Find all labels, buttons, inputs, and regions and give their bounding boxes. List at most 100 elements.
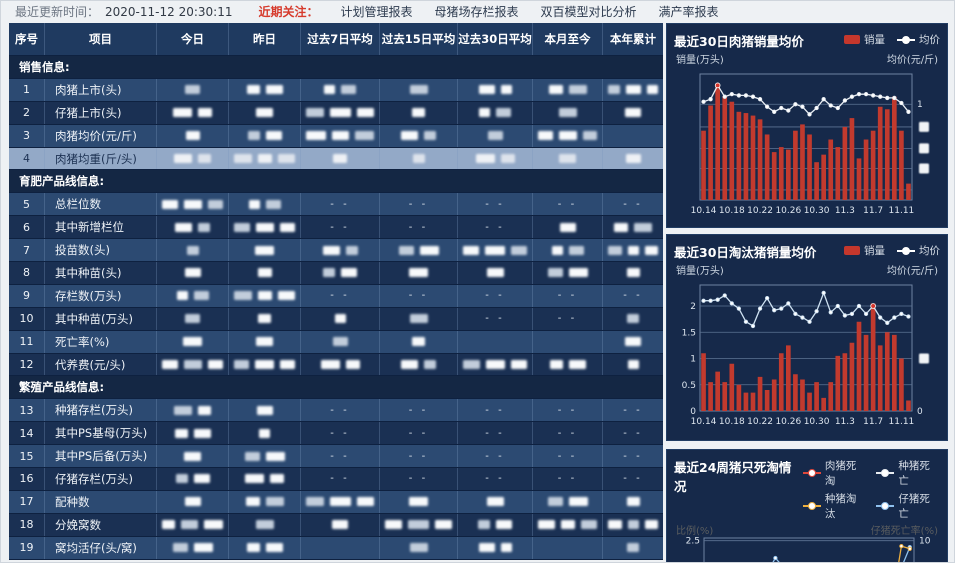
row-value: - - [301, 216, 380, 239]
row-value: - - [380, 445, 458, 468]
legend-item[interactable]: 肉猪死淘 [802, 458, 867, 488]
row-value [301, 101, 380, 124]
table-row[interactable]: 6 其中新增栏位 - -- -- - [9, 216, 663, 240]
row-value [157, 513, 229, 536]
table-row[interactable]: 13 种猪存栏(万头) - -- -- -- -- - [9, 399, 663, 423]
row-value: - - [533, 284, 603, 307]
y-axis-label-left: 销量(万头) [676, 266, 724, 277]
row-value [603, 331, 663, 353]
table-row[interactable]: 9 存栏数(万头) - -- -- -- -- - [9, 284, 663, 308]
row-value [603, 239, 663, 261]
legend-item[interactable]: 销量 [844, 32, 885, 47]
section-header-row: 育肥产品线信息: [9, 170, 663, 194]
row-value [157, 490, 229, 513]
svg-text:10.14: 10.14 [691, 206, 717, 216]
row-value: - - [301, 422, 380, 445]
table-row[interactable]: 18 分娩窝数 [9, 513, 663, 537]
row-value: - - [380, 399, 458, 422]
row-number: 2 [9, 101, 45, 124]
table-row[interactable]: 10 其中种苗(万头) - -- - [9, 307, 663, 331]
table-header-row: 序号 项目 今日 昨日 过去7日平均 过去15日平均 过去30日平均 本月至今 本年累计 [9, 23, 663, 56]
row-value [380, 536, 458, 559]
row-value [533, 101, 603, 124]
row-value [301, 330, 380, 353]
table-row[interactable]: 17 配种数 [9, 490, 663, 514]
col-header: 序号 [9, 23, 45, 55]
table-row[interactable]: 5 总栏位数 - -- -- -- -- - [9, 193, 663, 217]
svg-text:2.5: 2.5 [686, 537, 700, 547]
row-value [301, 513, 380, 536]
row-value [229, 353, 301, 376]
report-table: 序号 项目 今日 昨日 过去7日平均 过去15日平均 过去30日平均 本月至今 本年累计 销售信… [9, 23, 663, 560]
row-value [229, 216, 301, 239]
svg-text:10: 10 [919, 537, 931, 547]
table-row[interactable]: 16 仔猪存栏(万头) - -- -- -- -- - [9, 468, 663, 491]
row-value [603, 354, 663, 376]
col-header: 过去15日平均 [380, 23, 458, 55]
table-row[interactable]: 3 肉猪均价(元/斤) [9, 124, 663, 148]
row-value [533, 490, 603, 513]
table-row[interactable]: 8 其中种苗(头) [9, 262, 663, 285]
legend-item[interactable]: 销量 [844, 243, 885, 258]
row-value: - - [623, 404, 643, 416]
row-value [380, 513, 458, 536]
row-value [533, 262, 603, 284]
legend-item[interactable]: 种猪死亡 [876, 458, 940, 488]
focus-link[interactable]: 计划管理报表 [340, 5, 413, 19]
table-row[interactable]: 7 投苗数(头) [9, 239, 663, 263]
row-label: 其中种苗(万头) [45, 307, 157, 330]
svg-text:10.30: 10.30 [804, 206, 830, 216]
legend-item[interactable]: 仔猪死亡 [876, 491, 940, 521]
legend-item[interactable]: 种猪淘汰 [802, 491, 867, 521]
row-value [229, 239, 301, 262]
row-value [533, 330, 603, 353]
legend-item[interactable]: 均价 [897, 32, 940, 47]
row-value [157, 445, 229, 468]
row-value [380, 330, 458, 353]
row-value [229, 124, 301, 147]
row-label: 投苗数(头) [45, 239, 157, 262]
row-value: - - [301, 284, 380, 307]
row-number: 16 [9, 468, 45, 490]
row-value: - - [458, 284, 533, 307]
row-number: 9 [9, 284, 45, 307]
row-value [603, 308, 663, 330]
table-row[interactable]: 14 其中PS基母(万头) - -- -- -- -- - [9, 422, 663, 446]
row-value [301, 147, 380, 170]
row-value [301, 490, 380, 513]
table-row[interactable]: 19 窝均活仔(头/窝) [9, 536, 663, 560]
row-value: - - [380, 284, 458, 307]
legend-dot-swatch [876, 469, 895, 477]
table-row[interactable]: 12 代养费(元/头) [9, 353, 663, 377]
mortality-chart[interactable]: 2.510281.56 [674, 534, 940, 563]
focus-link[interactable]: 母猪场存栏报表 [434, 5, 519, 19]
row-value [380, 78, 458, 101]
table-row[interactable]: 11 死亡率(%) [9, 330, 663, 354]
table-row[interactable]: 15 其中PS后备(万头) - -- -- -- -- - [9, 445, 663, 469]
col-header: 昨日 [229, 23, 301, 55]
row-value: - - [458, 193, 533, 216]
row-label: 肉猪均重(斤/头) [45, 147, 157, 170]
focus-link[interactable]: 满产率报表 [658, 5, 719, 19]
table-row[interactable]: 2 仔猪上市(头) [9, 101, 663, 125]
svg-text:11.3: 11.3 [835, 206, 855, 216]
cull-sales-chart[interactable]: 21.510.50 010.14 10.18 10.22 10.26 10.30 11.3 1… [674, 277, 940, 429]
y-axis-label-right: 仔猪死亡率(%) [870, 526, 938, 537]
legend-dot-swatch [897, 35, 915, 44]
row-value [229, 330, 301, 353]
row-value [229, 307, 301, 330]
row-value [533, 216, 603, 239]
table-row[interactable]: 4 肉猪均重(斤/头) [9, 147, 663, 171]
table-row[interactable]: 1 肉猪上市(头) [9, 78, 663, 102]
focus-link[interactable]: 双百模型对比分析 [540, 5, 637, 19]
row-value [157, 216, 229, 239]
chart-legend: 肉猪死淘 种猪死亡 种猪淘汰 仔猪死亡 [802, 455, 940, 521]
legend-dot-swatch [897, 246, 915, 255]
y-axis-label-right: 均价(元/斤) [886, 55, 938, 66]
legend-item[interactable]: 均价 [897, 243, 940, 258]
row-number: 1 [9, 78, 45, 101]
svg-text:10.30: 10.30 [804, 417, 830, 427]
row-value [533, 78, 603, 101]
hog-sales-chart[interactable]: 1 10.14 10.18 10.22 10.26 10.30 11.3 11.7 11.11 [674, 66, 940, 218]
